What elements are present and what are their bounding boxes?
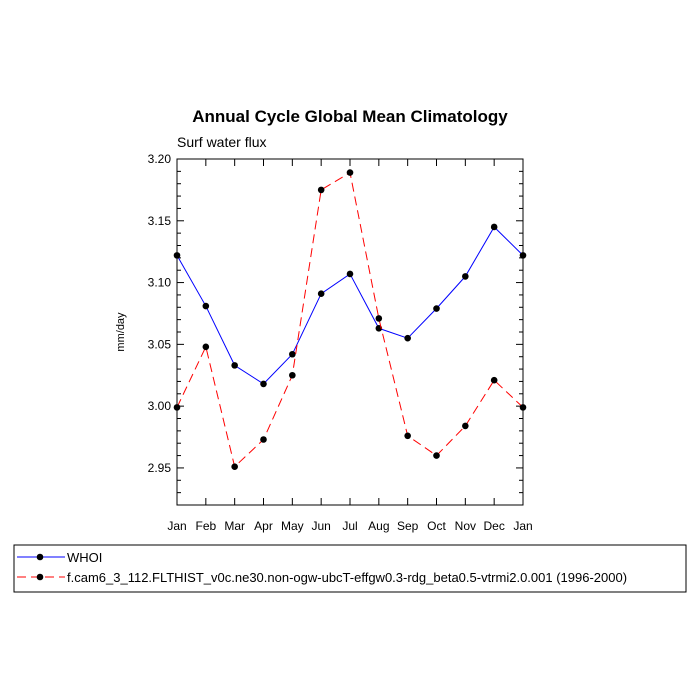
data-point: [231, 463, 238, 470]
data-point: [231, 362, 238, 369]
x-tick-label: Apr: [254, 519, 273, 533]
chart-title: Annual Cycle Global Mean Climatology: [192, 107, 508, 126]
data-point: [173, 404, 181, 411]
chart-subtitle: Surf water flux: [177, 134, 266, 150]
data-point: [519, 252, 527, 259]
legend-box: [13, 544, 687, 593]
data-point: [202, 343, 210, 351]
y-tick-label: 3.20: [148, 152, 172, 166]
x-tick-label: Dec: [483, 519, 504, 533]
x-tick-label: Jan: [167, 519, 186, 533]
legend-label: WHOI: [67, 550, 102, 565]
data-point: [404, 334, 411, 342]
data-point: [317, 290, 325, 297]
data-point: [260, 380, 267, 388]
legend-label: f.cam6_3_112.FLTHIST_v0c.ne30.non-ogw-ub…: [67, 570, 627, 585]
data-point: [519, 404, 527, 411]
data-point: [260, 436, 267, 443]
data-point: [289, 350, 296, 358]
data-point: [202, 302, 210, 310]
y-tick-label: 3.15: [148, 214, 172, 228]
x-tick-label: Mar: [224, 519, 245, 533]
data-point: [433, 452, 440, 459]
x-tick-label: Jun: [311, 519, 330, 533]
series-line-0: [176, 226, 524, 385]
legend: WHOI f.cam6_3_112.FLTHIST_v0c.ne30.non-og…: [13, 544, 687, 593]
y-tick-label: 3.05: [148, 337, 172, 351]
x-tick-label: Jan: [513, 519, 532, 533]
axis-ticks: 2.95 3.00 3.05 3.10 3.15 3.20 Jan Feb Mar Apr May J…: [148, 152, 533, 533]
data-point: [490, 223, 498, 231]
y-tick-label: 3.10: [148, 276, 172, 290]
data-point: [433, 305, 440, 312]
data-point: [173, 252, 181, 259]
series-layer: [173, 169, 527, 470]
y-tick-label: 2.95: [148, 461, 172, 475]
x-tick-label: Sep: [397, 519, 419, 533]
data-point: [346, 270, 354, 278]
data-point: [404, 432, 411, 440]
y-tick-label: 3.00: [148, 399, 172, 413]
legend-marker: [36, 553, 44, 561]
data-point: [346, 169, 354, 176]
legend-marker: [36, 573, 44, 581]
y-axis-label: mm/day: [115, 312, 127, 352]
data-point: [375, 315, 383, 322]
data-point: [289, 371, 296, 379]
x-tick-label: May: [281, 519, 304, 533]
x-tick-label: Aug: [368, 519, 389, 533]
series-line-1: [176, 171, 524, 468]
data-point: [462, 273, 469, 280]
x-tick-label: Nov: [455, 519, 476, 533]
x-tick-label: Jul: [342, 519, 357, 533]
plot-frame: [176, 158, 524, 506]
data-point: [317, 186, 325, 194]
data-point: [462, 422, 469, 430]
x-tick-label: Feb: [195, 519, 216, 533]
data-point: [490, 376, 498, 384]
x-tick-label: Oct: [427, 519, 446, 533]
